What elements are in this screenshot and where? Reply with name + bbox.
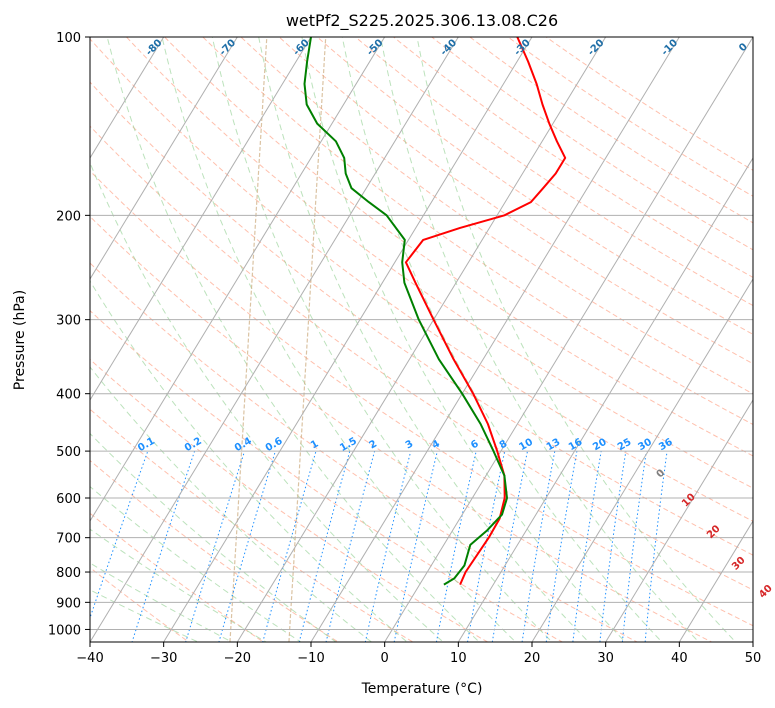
dry-adiabat-line <box>90 512 265 642</box>
mixing-ratio-line <box>298 450 351 642</box>
x-tick-label: 10 <box>450 651 467 666</box>
mixing-ratio-label: 6 <box>469 438 481 451</box>
isotherm-line <box>90 37 386 522</box>
moist-adiabat-line <box>161 37 517 642</box>
dry-adiabat-line <box>90 81 753 556</box>
isotherm-line <box>678 520 753 642</box>
y-tick-label: 200 <box>56 209 81 224</box>
dry-adiabat-line <box>90 309 564 642</box>
moist-adiabat-line <box>90 280 408 642</box>
dry-adiabat-line <box>163 37 753 457</box>
background-lines <box>90 37 753 642</box>
y-tick-label: 300 <box>56 314 81 329</box>
mixing-ratio-line <box>185 450 246 642</box>
dry-adiabat-line <box>545 37 753 171</box>
x-tick-label: −30 <box>150 651 177 666</box>
dry-adiabat-line <box>240 37 753 395</box>
y-tick-label: 800 <box>56 566 81 581</box>
dry-adiabat-line <box>469 37 753 224</box>
profile-series <box>303 37 567 586</box>
grid-lines <box>90 37 753 642</box>
isotherm-line <box>90 37 165 159</box>
dewpoint-profile-line <box>303 37 508 586</box>
moist-adiabat-line <box>258 37 590 642</box>
x-tick-label: 20 <box>524 651 541 666</box>
isotherm-line <box>310 37 680 642</box>
y-tick-label: 100 <box>56 31 81 46</box>
x-tick-label: 50 <box>745 651 762 666</box>
isotherm-line <box>384 37 753 642</box>
y-tick-label: 900 <box>56 596 81 611</box>
x-tick-label: −20 <box>224 651 251 666</box>
dry-adiabat-line <box>90 170 753 627</box>
isotherm-line <box>531 278 753 642</box>
x-tick-label: −10 <box>297 651 324 666</box>
mixing-ratio-line <box>393 450 438 642</box>
y-tick-label: 500 <box>56 445 81 460</box>
mixing-ratio-line <box>325 450 376 642</box>
mixing-ratio-line <box>467 450 506 642</box>
dry-adiabat-line <box>90 38 753 522</box>
mixing-ratio-label: 3 <box>404 438 416 451</box>
moist-adiabat-line <box>90 161 444 642</box>
dry-adiabat-line <box>316 37 753 335</box>
mixing-ratio-line <box>364 450 412 642</box>
moist-adiabat-line <box>416 37 737 642</box>
moist-adiabat-line <box>90 528 268 642</box>
x-tick-label: 0 <box>381 651 389 666</box>
y-tick-label: 400 <box>56 388 81 403</box>
temperature-profile-line <box>404 37 567 586</box>
dry-adiabat-line <box>90 215 713 642</box>
moist-adiabat-line <box>341 37 663 642</box>
mixing-ratio-label: 4 <box>430 438 442 451</box>
dry-adiabat-line <box>507 37 753 197</box>
mixing-ratio-label: 2 <box>368 438 380 451</box>
isotherm-line <box>605 399 753 642</box>
mixing-ratio-line <box>262 450 317 642</box>
background-curve <box>288 37 327 642</box>
isotherm-line <box>90 37 459 642</box>
y-tick-label: 700 <box>56 532 81 547</box>
dry-adiabat-line <box>278 37 753 365</box>
plot-frame <box>89 36 754 643</box>
x-tick-label: 40 <box>671 651 688 666</box>
y-axis-label: Pressure (hPa) <box>12 290 28 390</box>
x-tick-label: 30 <box>597 651 614 666</box>
isotherm-line <box>163 37 533 642</box>
y-tick-label: 600 <box>56 492 81 507</box>
mixing-ratio-line <box>435 450 477 642</box>
moist-adiabat-line <box>380 37 700 642</box>
isotherm-line <box>457 157 753 642</box>
axes: −40 −30 −20 −10 0 10 20 30 40 50 100 200 300 400 500 60… <box>48 31 761 666</box>
mixing-ratio-label: 8 <box>498 438 510 451</box>
mixing-ratio-label: 1 <box>309 438 321 451</box>
mixing-ratio-line <box>218 450 276 642</box>
moist-adiabat-line <box>106 37 481 642</box>
dry-adiabat-line <box>90 262 639 642</box>
x-axis-label: Temperature (°C) <box>361 681 483 697</box>
isotherm-line <box>90 37 312 401</box>
x-tick-label: −40 <box>76 651 103 666</box>
dry-adiabat-line <box>430 37 753 251</box>
dry-adiabat-line <box>90 125 753 591</box>
dry-adiabat-line <box>125 37 753 489</box>
chart-title: wetPf2_S225.2025.306.13.08.C26 <box>286 11 558 31</box>
isotherm-line <box>90 37 238 280</box>
y-tick-label: 1000 <box>48 623 81 638</box>
